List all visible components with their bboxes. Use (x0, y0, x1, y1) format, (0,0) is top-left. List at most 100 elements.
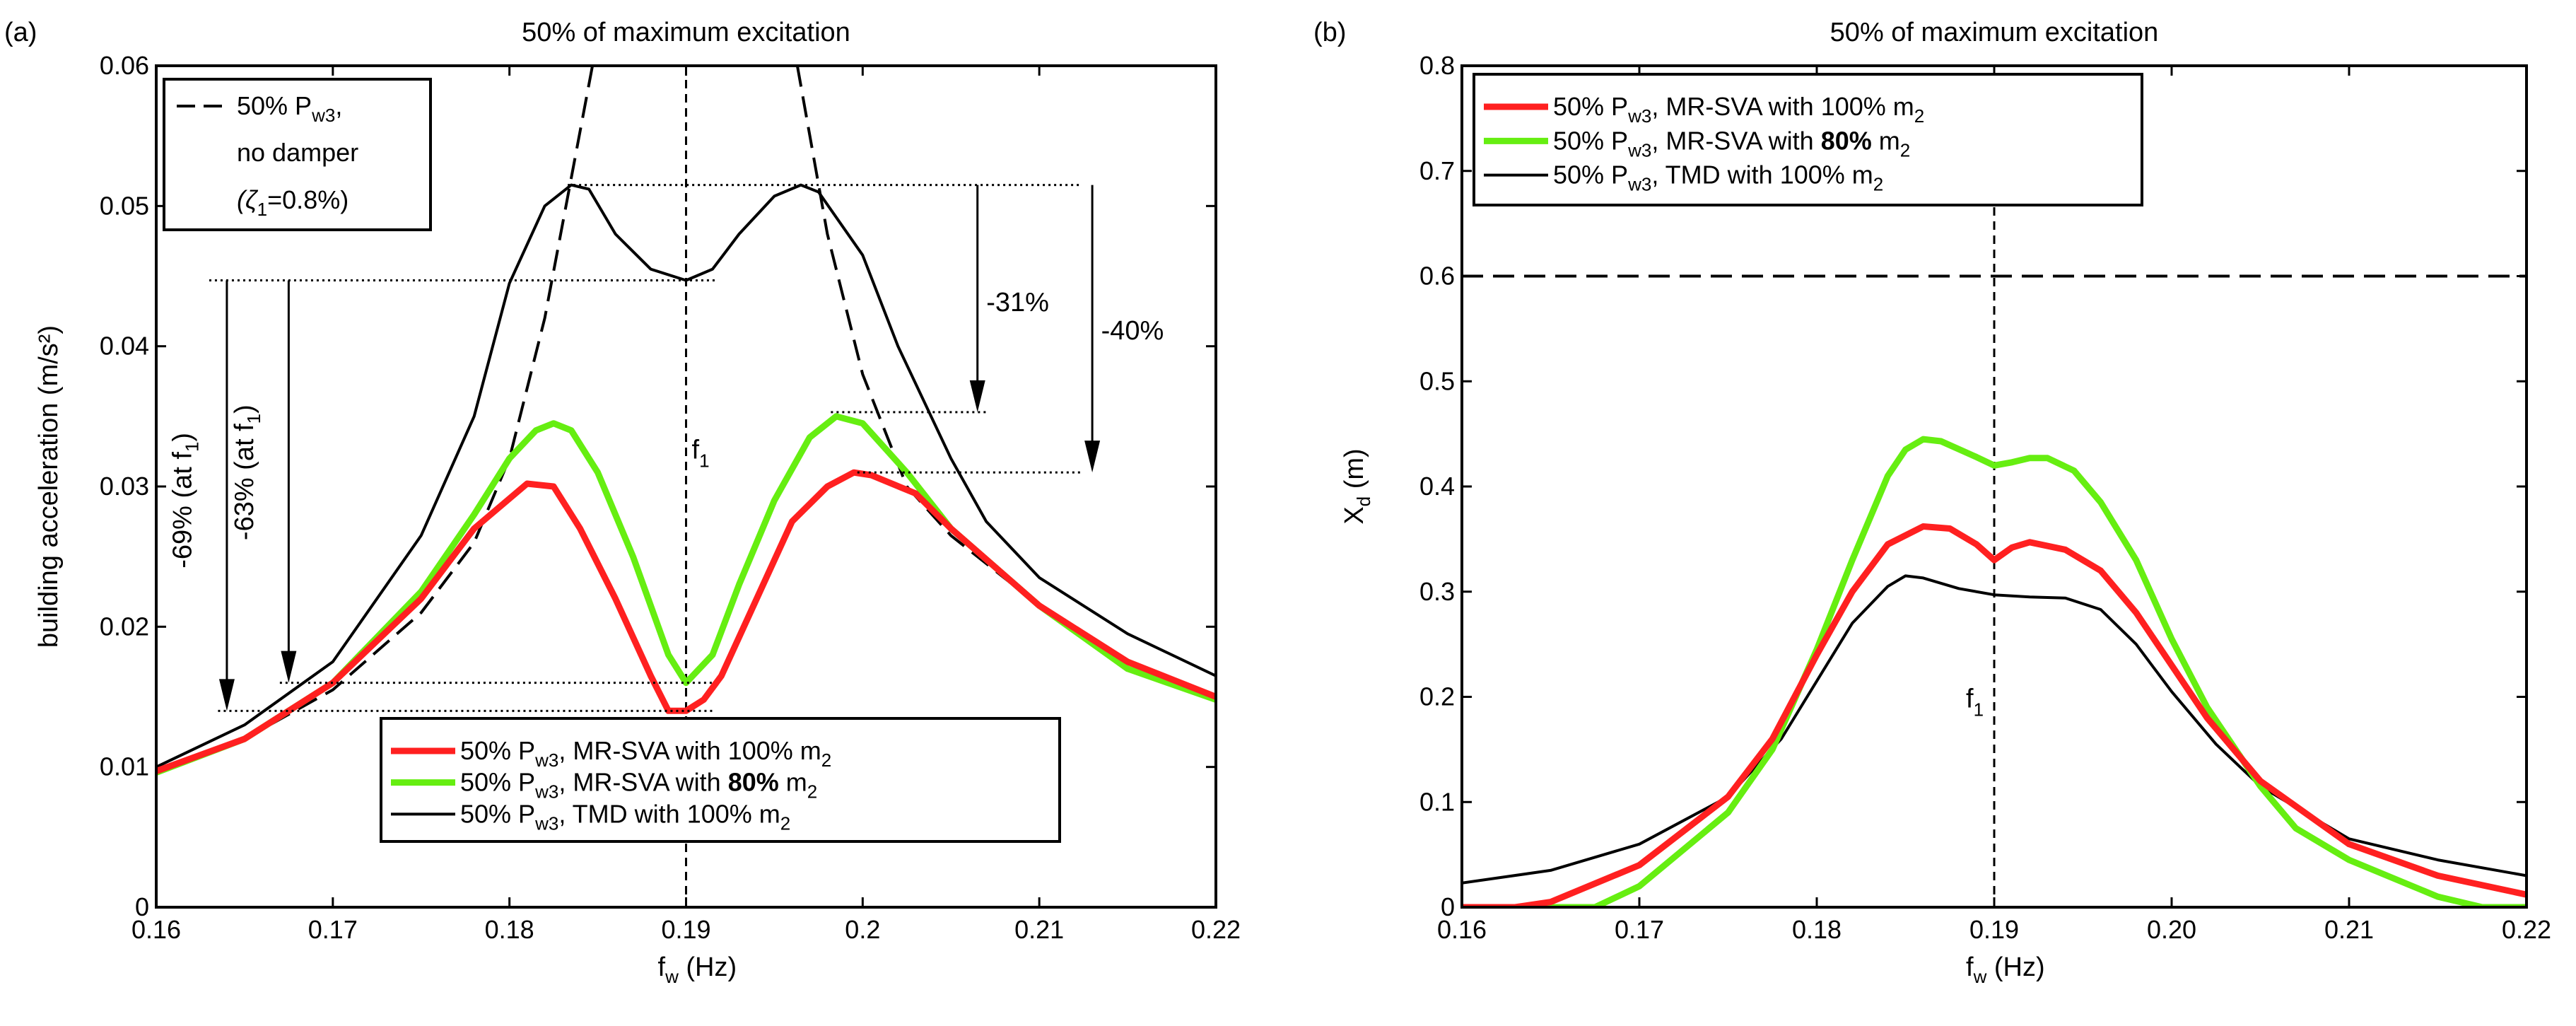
reduction-arrow-head (218, 679, 235, 711)
x-tick-label: 0.21 (1014, 915, 1064, 944)
y-tick-label: 0.05 (100, 191, 149, 220)
text-part: 1 (243, 414, 264, 424)
reduction-arrow-head (969, 380, 985, 412)
text-part: f (658, 952, 666, 982)
legend-entry-label: 50% Pw3, MR-SVA with 100% m2 (1553, 92, 1924, 127)
x-tick-label: 0.22 (1191, 915, 1241, 944)
text-part: w3 (1627, 174, 1651, 195)
text-part: 1 (1974, 699, 1984, 720)
text-part: (ζ (237, 185, 259, 214)
no-damper-legend-box (163, 78, 432, 231)
text-part: f (1966, 684, 1974, 713)
text-part: (Hz) (1986, 952, 2044, 982)
legend-no-damper-line1: 50% Pw3, (237, 91, 342, 126)
legend-entry-label: 50% Pw3, MR-SVA with 80% m2 (1553, 126, 1910, 161)
text-part: , (335, 91, 342, 120)
text-part: 2 (780, 812, 790, 834)
text-part: d (1353, 496, 1374, 506)
y-tick-label: 0.03 (100, 472, 149, 501)
x-axis-label: fw (Hz) (1966, 952, 2045, 987)
x-tick-label: 0.16 (1437, 915, 1487, 944)
text-part: 80% (1821, 126, 1872, 155)
y-tick-label: 0 (1441, 892, 1455, 921)
text-part: -63% (at f (230, 424, 259, 540)
reduction-label: -40% (1101, 316, 1164, 346)
series-line (156, 469, 1216, 774)
legend-no-damper-line3: (ζ1=0.8%) (237, 185, 349, 220)
text-part: w3 (534, 812, 558, 834)
text-part: , MR-SVA with (558, 736, 727, 765)
text-part: w3 (534, 781, 558, 803)
text-part: 50% P (1553, 126, 1628, 155)
reduction-label: -31% (986, 288, 1049, 317)
text-part: 50% P (1553, 92, 1628, 121)
y-tick-label: 0.7 (1419, 156, 1455, 185)
y-tick-label: 0.5 (1419, 366, 1455, 395)
text-part: 100% m (1821, 92, 1914, 121)
text-part: w3 (311, 105, 335, 126)
legend-box (1473, 73, 2143, 206)
x-tick-label: 0.2 (845, 915, 880, 944)
text-part: 2 (1914, 105, 1924, 127)
series-line (1462, 574, 2527, 885)
text-part: (Hz) (679, 952, 737, 982)
text-part: w3 (1627, 105, 1651, 127)
text-part: w (1973, 966, 1987, 987)
legend-entry-label: 50% Pw3, MR-SVA with 80% m2 (460, 768, 817, 803)
text-part: , MR-SVA with (1651, 126, 1820, 155)
y-tick-label: 0.6 (1419, 262, 1455, 291)
text-part: =0.8%) (267, 185, 349, 214)
text-part: ) (168, 433, 197, 442)
text-part: 2 (1873, 174, 1883, 195)
x-axis-label: fw (Hz) (658, 952, 737, 987)
text-part: 2 (807, 781, 817, 803)
text-part: -69% (at f (168, 452, 197, 569)
chart-title: 50% of maximum excitation (1830, 18, 2159, 47)
text-part: 1 (699, 450, 709, 471)
f1-label: f1 (1966, 684, 1984, 720)
text-part: 1 (257, 199, 267, 220)
y-tick-label: 0.8 (1419, 51, 1455, 80)
reduction-label: -63% (at f1) (230, 404, 264, 540)
text-part: 50% P (460, 799, 535, 828)
series-line (795, 66, 1216, 699)
series-line (1462, 523, 2527, 907)
x-tick-label: 0.20 (2147, 915, 2196, 944)
reduction-arrow-head (1084, 441, 1101, 473)
y-tick-label: 0.06 (100, 51, 149, 80)
x-tick-label: 0.21 (2324, 915, 2374, 944)
text-part: w (665, 966, 679, 987)
x-tick-label: 0.19 (1969, 915, 2019, 944)
text-part: 1 (181, 442, 202, 452)
x-tick-label: 0.18 (1792, 915, 1842, 944)
text-part: 2 (821, 750, 831, 771)
text-part: , TMD with (1651, 161, 1779, 190)
text-part: 100% m (1780, 161, 1873, 190)
reduction-arrow-head (281, 651, 297, 683)
text-part: w3 (1627, 139, 1651, 161)
text-part: 100% m (687, 799, 780, 828)
text-part: 50% P (460, 736, 535, 765)
panel-label: (b) (1313, 18, 1346, 47)
legend-no-damper-line2: no damper (237, 138, 358, 167)
panel-label: (a) (4, 18, 37, 47)
x-tick-label: 0.18 (485, 915, 534, 944)
x-tick-label: 0.16 (131, 915, 181, 944)
text-part: 50% P (237, 91, 312, 120)
panel-a-acceleration: (a) 50% of maximum excitation 0.16 0.17 0.18… (4, 18, 1241, 987)
text-part: m (1872, 126, 1900, 155)
text-part: 100% m (728, 736, 821, 765)
text-part: X (1340, 506, 1369, 524)
text-part: 80% (728, 768, 779, 797)
text-part: ) (230, 404, 259, 414)
text-part: , MR-SVA with (1651, 92, 1820, 121)
legend-box (380, 717, 1061, 843)
legend-entry-label: 50% Pw3, MR-SVA with 100% m2 (460, 736, 831, 771)
y-tick-label: 0 (135, 892, 149, 921)
x-tick-label: 0.19 (661, 915, 710, 944)
text-part: f (692, 435, 700, 465)
y-tick-label: 0.04 (100, 332, 149, 361)
plot-area (1462, 66, 2527, 907)
